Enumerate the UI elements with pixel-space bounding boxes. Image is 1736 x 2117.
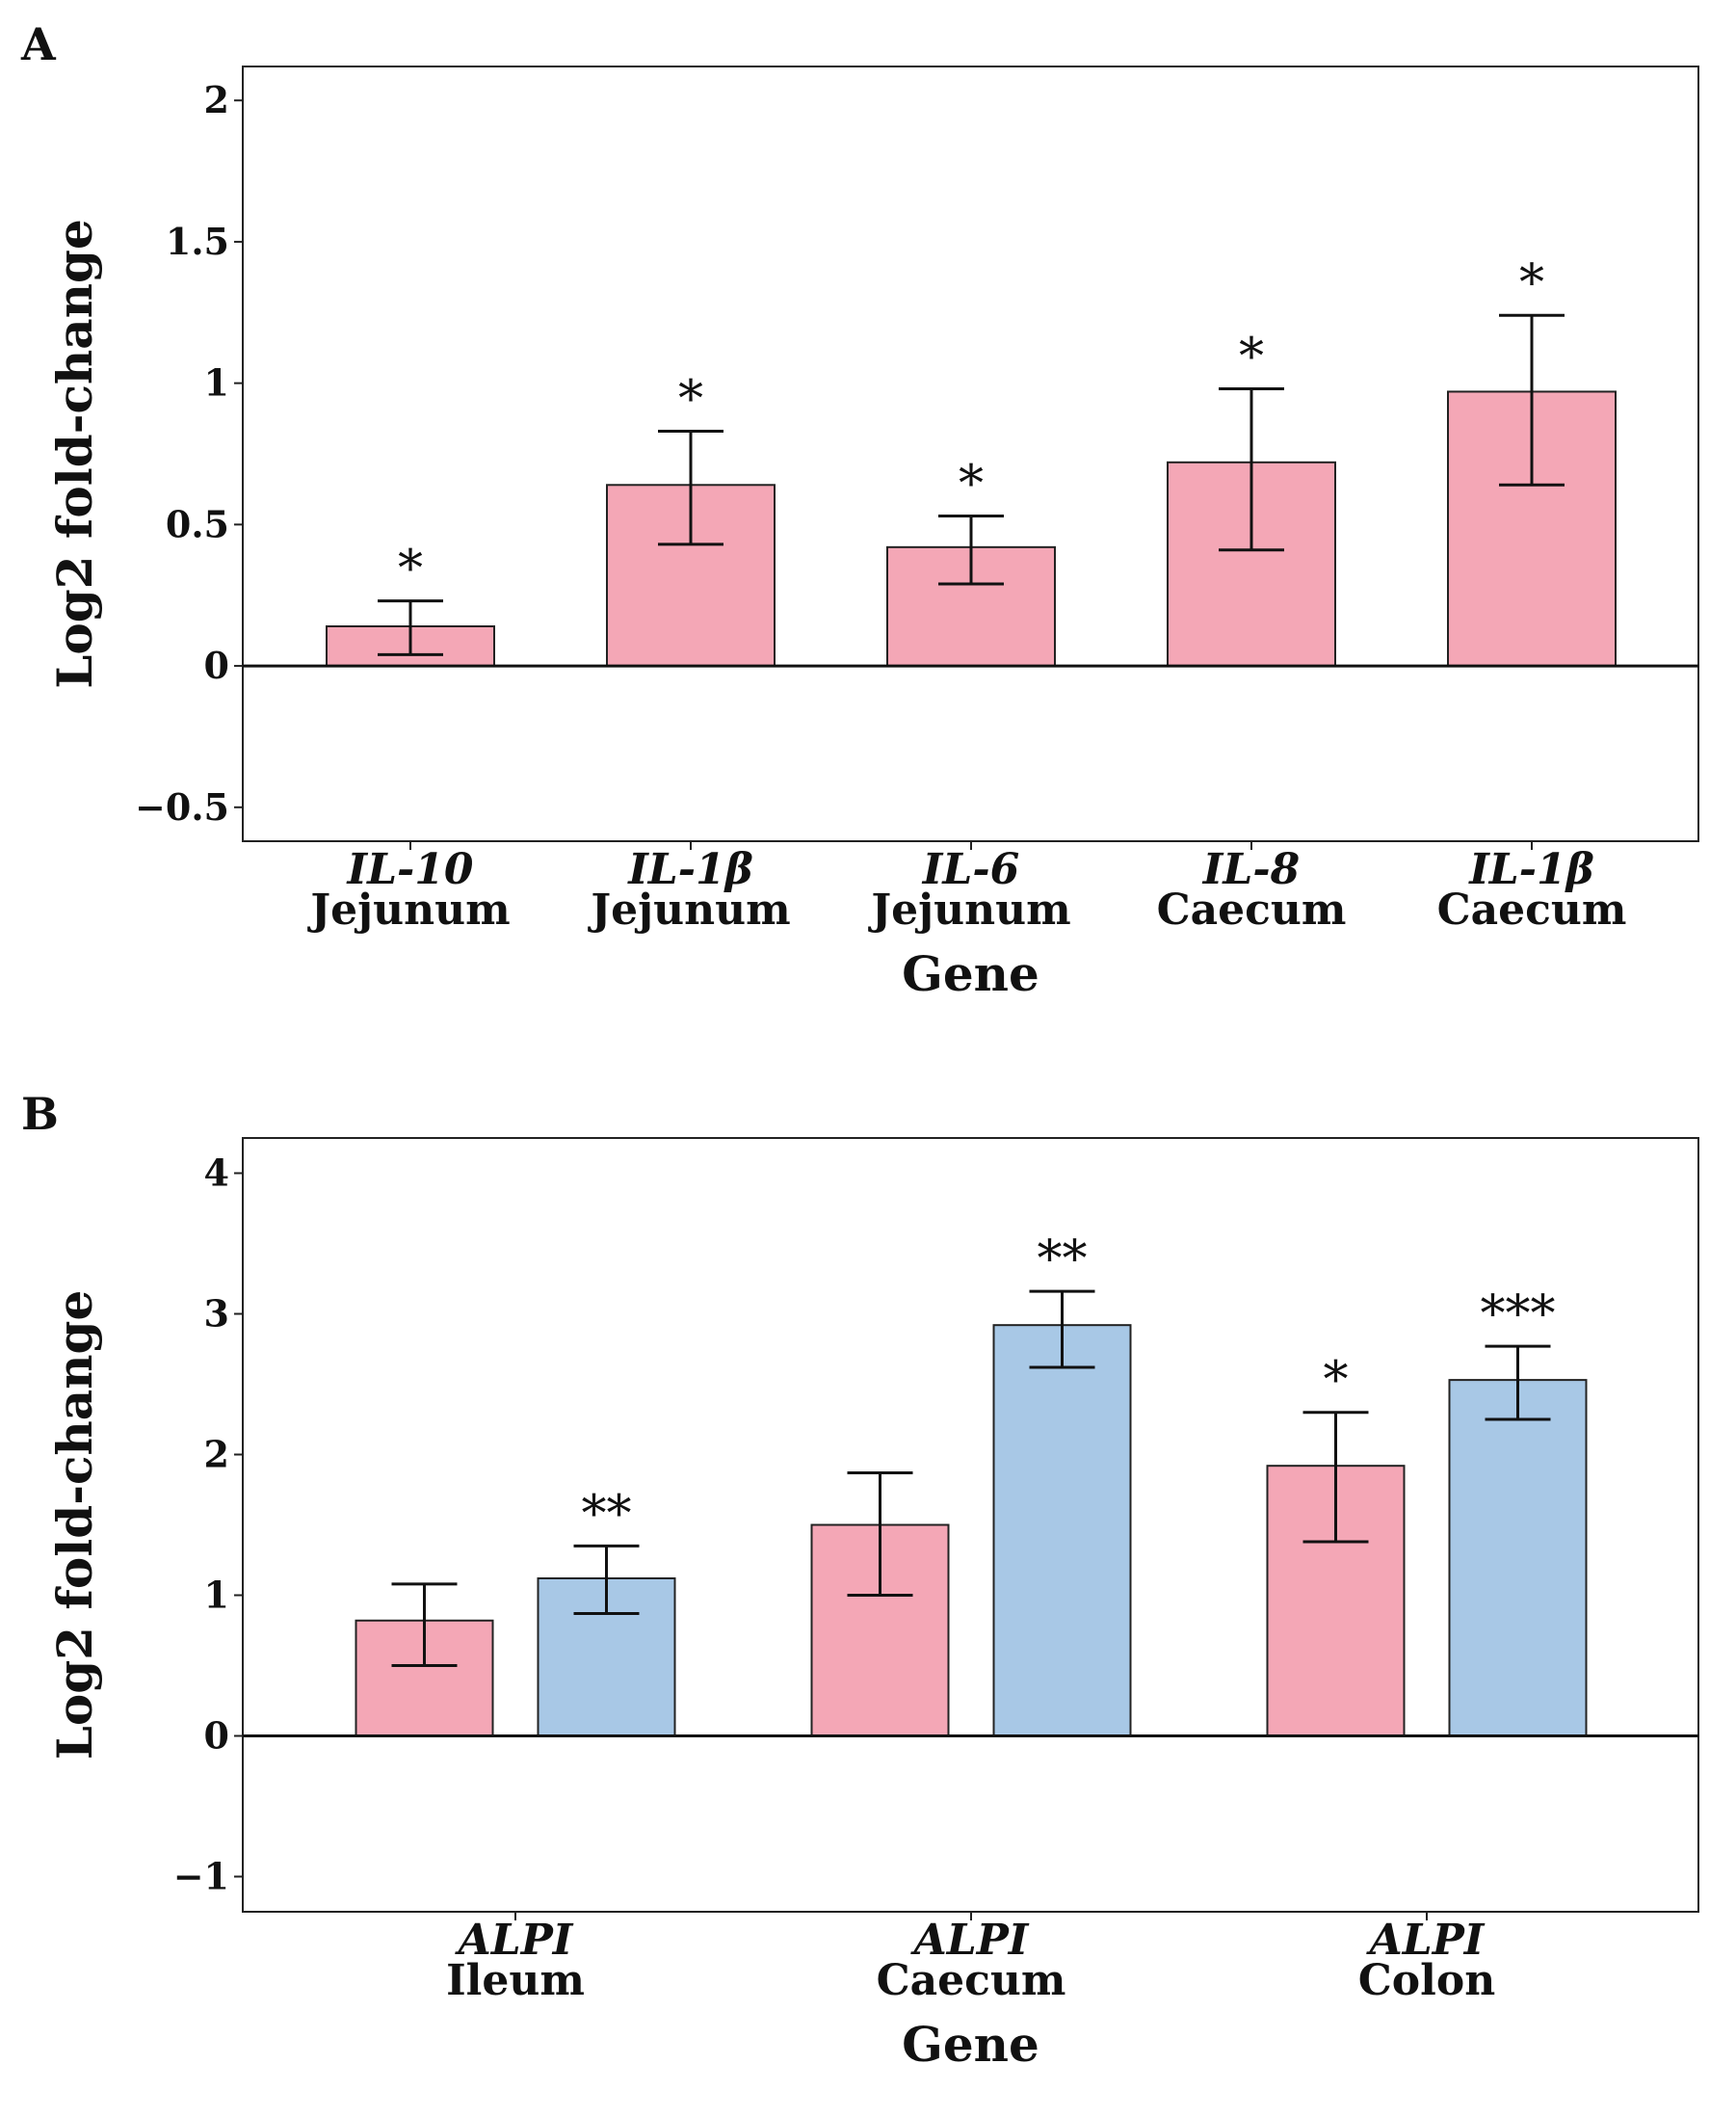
x-tick-label-gene: IL-10	[345, 845, 473, 894]
significance-label: ***	[1481, 1285, 1556, 1343]
significance-label: **	[1038, 1231, 1088, 1288]
significance-label: **	[582, 1485, 632, 1543]
significance-label: *	[678, 371, 703, 429]
x-tick-label-gene: IL-1β	[1467, 845, 1594, 894]
x-tick-label-gene: IL-8	[1201, 845, 1300, 894]
x-tick-label-gene: IL-1β	[626, 845, 753, 894]
significance-label: *	[1239, 329, 1264, 386]
y-axis-title: Log2 fold-change	[46, 1290, 103, 1760]
significance-label: *	[1519, 254, 1544, 312]
y-axis-title: Log2 fold-change	[46, 219, 103, 689]
x-tick-label-gene: IL-6	[921, 845, 1019, 894]
x-tick-label-tissue: Caecum	[1157, 886, 1347, 935]
x-tick-label-tissue: Jejunum	[587, 886, 790, 935]
significance-label: *	[1324, 1352, 1349, 1410]
significance-label: *	[959, 456, 984, 514]
significance-label: *	[398, 541, 423, 598]
x-tick-label-tissue: Caecum	[1437, 886, 1627, 935]
bar	[992, 1324, 1132, 1737]
panel-b: B−101234********ALPIIleumALPICaecumALPIC…	[21, 1088, 1699, 2073]
x-axis-title: Gene	[902, 2016, 1039, 2073]
y-tick-label: 1.5	[166, 220, 229, 263]
y-tick-label: −1	[173, 1855, 229, 1898]
x-tick-label-gene: ALPI	[910, 1916, 1030, 1965]
y-tick-label: 0.5	[166, 502, 229, 545]
x-tick-label-tissue: Colon	[1358, 1956, 1495, 2005]
y-tick-label: 0	[204, 644, 229, 687]
y-tick-label: 2	[204, 1433, 229, 1476]
x-tick-label-tissue: Jejunum	[867, 886, 1070, 935]
x-tick-label-tissue: Caecum	[877, 1956, 1066, 2005]
x-tick-label-gene: ALPI	[1366, 1916, 1486, 1965]
y-tick-label: 0	[204, 1714, 229, 1758]
panel-letter: B	[21, 1088, 59, 1140]
y-tick-label: 1	[204, 1574, 229, 1617]
panel-letter: A	[20, 18, 57, 70]
y-tick-label: −0.5	[135, 785, 229, 829]
panel-a: A−0.500.511.52*****IL-10JejunumIL-1βJeju…	[20, 18, 1699, 1002]
bar	[1448, 1379, 1588, 1737]
x-tick-label-gene: ALPI	[455, 1916, 574, 1965]
x-axis-title: Gene	[902, 945, 1039, 1002]
y-tick-label: 1	[204, 361, 229, 405]
y-tick-label: 4	[204, 1151, 229, 1195]
y-tick-label: 2	[204, 78, 229, 121]
y-tick-label: 3	[204, 1292, 229, 1336]
x-tick-label-tissue: Jejunum	[306, 886, 510, 935]
x-tick-label-tissue: Ileum	[446, 1956, 585, 2005]
